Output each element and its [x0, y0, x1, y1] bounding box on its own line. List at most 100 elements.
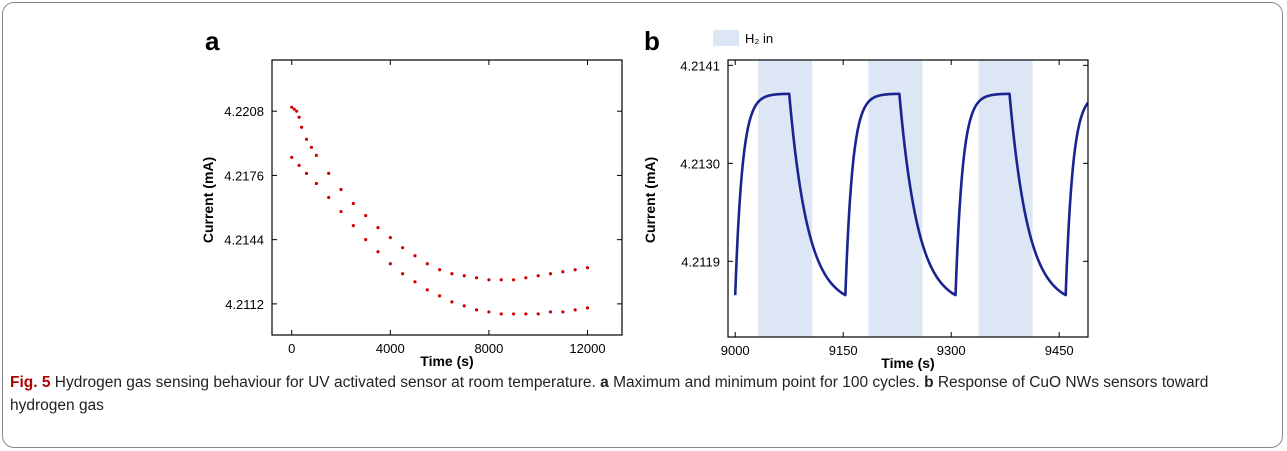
panel-b-ytick-label: 4.2130 [680, 156, 720, 171]
panel-b-response-line [733, 92, 1088, 297]
panel-a-point [462, 304, 466, 308]
panel-b-ytick-label: 4.2141 [680, 58, 720, 73]
panel-a-point [548, 310, 553, 314]
caption-text-3: Response of CuO NWs sensors toward hydro… [10, 374, 1209, 414]
panel-a-point [295, 109, 299, 113]
panel-a-point [401, 246, 405, 250]
panel-a-xtick-label: 4000 [376, 341, 405, 356]
panel-a-point [309, 145, 314, 149]
panel-a-point [561, 310, 565, 314]
caption-text-1: Hydrogen gas sensing behaviour for UV ac… [50, 374, 601, 391]
panel-a-ytick-label: 4.2144 [224, 233, 264, 248]
panel-b-ylabel: Current (mA) [642, 157, 658, 243]
panel-a-axes-frame [271, 59, 623, 336]
panel-a-point [548, 272, 553, 276]
panel-a-point [388, 236, 392, 240]
panel-a-point [425, 262, 429, 266]
caption-label-a: a [600, 374, 609, 391]
panel-a-point [487, 278, 491, 282]
h2-in-interval [758, 60, 813, 337]
panel-a-point [351, 224, 355, 228]
panel-a-point [299, 125, 304, 129]
legend: H₂ in [713, 30, 773, 46]
panel-a-point [573, 268, 577, 272]
panel-a-ytick-label: 4.2208 [224, 104, 264, 119]
panel-a-point [585, 266, 590, 270]
h2-in-interval [978, 60, 1033, 337]
panel-a-point [339, 209, 343, 214]
panel-a-point [573, 308, 577, 312]
panel-a-point [487, 310, 491, 314]
panel-b-xlabel: Time (s) [881, 355, 934, 371]
h2-in-interval [868, 60, 923, 337]
panel-a-point [474, 308, 479, 312]
panel-a-chart: a 0 4000 8000 12000 4.2112 4.2144 4.2176 4.2208… [200, 26, 623, 369]
panel-a-ytick-label: 4.2176 [224, 168, 264, 183]
panel-a-point [376, 226, 380, 230]
panel-a-point [438, 294, 442, 298]
panel-a-point [297, 115, 301, 119]
panel-a-points [290, 105, 590, 316]
panel-a-point [314, 153, 318, 157]
panel-a-xtick-label: 8000 [474, 341, 503, 356]
panel-b-xtick-label: 9450 [1045, 343, 1074, 358]
panel-b-ticks: 9000 9150 9300 9450 4.2119 4.2130 4.2141 [680, 58, 1088, 358]
panel-a-ytick-label: 4.2112 [225, 297, 264, 312]
panel-a-xtick-label: 0 [288, 341, 295, 356]
panel-a-point [314, 181, 318, 186]
panel-a-point [351, 201, 355, 206]
panel-a-point [524, 312, 528, 316]
panel-a-point [462, 274, 466, 278]
panel-a-point [585, 306, 590, 310]
panel-a-point [304, 137, 309, 141]
panel-a-point [536, 274, 540, 278]
figure-charts: a 0 4000 8000 12000 4.2112 4.2144 4.2176 4.2208… [200, 26, 1143, 371]
panel-b-ytick-label: 4.2119 [681, 254, 720, 269]
caption-figure-label: Fig. 5 [10, 374, 51, 391]
panel-a-point [327, 195, 331, 200]
panel-a-point [438, 268, 442, 272]
panel-a-point [511, 278, 516, 282]
panel-a-point [304, 171, 309, 176]
panel-a-point [292, 107, 296, 111]
panel-a-point [511, 312, 516, 316]
panel-b-chart: b H₂ in 9000 9150 9300 9450 4.2119 4.2130 4.21… [642, 26, 1143, 371]
panel-a-point [401, 272, 405, 276]
panel-a-ylabel: Current (mA) [200, 157, 216, 243]
panel-a-point [290, 105, 294, 109]
panel-a-point [388, 262, 392, 266]
panel-a-point [327, 171, 331, 176]
panel-a-point [364, 213, 368, 218]
panel-b-label: b [644, 26, 660, 56]
legend-swatch [713, 30, 739, 46]
panel-b-xtick-label: 9300 [937, 343, 966, 358]
panel-a-point [339, 187, 343, 192]
panel-a-point [413, 280, 417, 284]
legend-label: H₂ in [745, 31, 773, 46]
panel-a-point [536, 312, 540, 316]
panel-a-xtick-label: 12000 [569, 341, 605, 356]
figure-caption: Fig. 5 Hydrogen gas sensing behaviour fo… [10, 371, 1275, 417]
h2-in-interval [1089, 60, 1143, 337]
panel-a-point [297, 163, 301, 167]
panel-a-xlabel: Time (s) [420, 353, 473, 369]
panel-b-xtick-label: 9150 [829, 343, 858, 358]
panel-a-point [524, 276, 528, 280]
panel-a-point [474, 276, 479, 280]
panel-b-axes-frame [727, 59, 1089, 338]
panel-b-h2-in-intervals [758, 60, 1143, 337]
panel-a-point [499, 278, 503, 282]
panel-a-point [376, 250, 380, 254]
panel-a-label: a [205, 26, 220, 56]
caption-label-b: b [924, 374, 934, 391]
caption-text-2: Maximum and minimum point for 100 cycles… [608, 374, 925, 391]
panel-a-ticks: 0 4000 8000 12000 4.2112 4.2144 4.2176 4.2208 [224, 60, 622, 356]
panel-a-point [364, 238, 368, 242]
panel-a-point [450, 300, 454, 304]
panel-a-point [561, 270, 565, 274]
panel-a-point [499, 312, 503, 316]
panel-a-point [413, 254, 417, 258]
panel-a-point [290, 155, 294, 159]
panel-b-xtick-label: 9000 [721, 343, 750, 358]
